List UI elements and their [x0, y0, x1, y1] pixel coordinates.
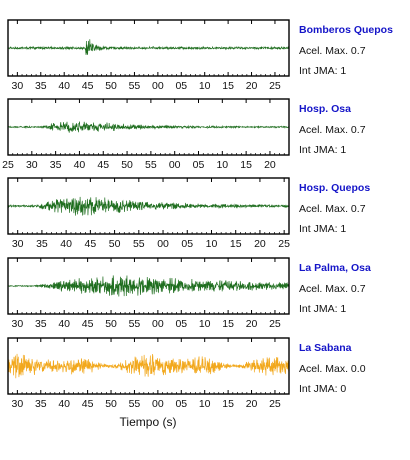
- x-tick-label: 15: [222, 318, 234, 330]
- station-acel-max: Acel. Max. 0.7: [299, 45, 366, 57]
- x-tick-label: 00: [157, 238, 169, 250]
- x-tick-label: 30: [12, 398, 24, 410]
- x-tick-label: 35: [36, 238, 48, 250]
- station-name: Bomberos Quepos: [299, 24, 393, 36]
- x-tick-label: 10: [199, 398, 211, 410]
- x-tick-label: 10: [216, 159, 228, 171]
- x-tick-label: 30: [12, 80, 24, 92]
- x-tick-label: 30: [12, 238, 24, 250]
- x-tick-label: 30: [26, 159, 38, 171]
- x-tick-label: 50: [121, 159, 133, 171]
- x-tick-label: 15: [222, 398, 234, 410]
- x-tick-label: 45: [85, 238, 97, 250]
- x-tick-label: 15: [222, 80, 234, 92]
- station-name: Hosp. Quepos: [299, 182, 370, 194]
- station-name: Hosp. Osa: [299, 103, 351, 115]
- waveform-trace: [7, 121, 290, 133]
- station-int-jma: Int JMA: 1: [299, 223, 346, 235]
- x-tick-label: 35: [35, 318, 47, 330]
- x-tick-label: 20: [254, 238, 266, 250]
- x-tick-label: 15: [240, 159, 252, 171]
- station-acel-max: Acel. Max. 0.7: [299, 203, 366, 215]
- x-tick-label: 20: [264, 159, 276, 171]
- x-tick-label: 00: [152, 318, 164, 330]
- x-tick-label: 45: [97, 159, 109, 171]
- x-tick-label: 50: [105, 80, 117, 92]
- x-tick-label: 55: [129, 80, 141, 92]
- x-tick-label: 45: [82, 398, 94, 410]
- x-tick-label: 50: [105, 398, 117, 410]
- x-tick-label: 00: [152, 398, 164, 410]
- x-tick-label: 55: [129, 398, 141, 410]
- x-tick-label: 05: [175, 398, 187, 410]
- station-name: La Palma, Osa: [299, 262, 371, 274]
- station-acel-max: Acel. Max. 0.0: [299, 363, 366, 375]
- waveform-trace: [7, 39, 290, 55]
- panel-3: 30 35 40 45 50 55 00 05 10 15 20 25 Hosp. Quepos Acel…: [7, 177, 370, 250]
- x-tick-label: 15: [230, 238, 242, 250]
- x-axis-label: Tiempo (s): [120, 415, 177, 429]
- x-tick-label: 20: [246, 398, 258, 410]
- x-tick-label: 45: [82, 318, 94, 330]
- x-tick-label: 10: [199, 318, 211, 330]
- x-tick-label: 30: [12, 318, 24, 330]
- x-tick-label: 55: [133, 238, 145, 250]
- x-tick-label: 45: [82, 80, 94, 92]
- x-tick-label: 50: [109, 238, 121, 250]
- x-tick-label: 05: [175, 318, 187, 330]
- station-name: La Sabana: [299, 342, 352, 354]
- x-tick-label: 10: [199, 80, 211, 92]
- x-tick-label: 25: [269, 80, 281, 92]
- x-tick-label: 50: [105, 318, 117, 330]
- x-tick-label: 05: [175, 80, 187, 92]
- x-tick-label: 40: [58, 318, 70, 330]
- x-tick-label: 00: [169, 159, 181, 171]
- x-tick-label: 35: [35, 398, 47, 410]
- x-tick-label: 00: [152, 80, 164, 92]
- waveform-trace: [7, 275, 290, 297]
- x-tick-label: 55: [145, 159, 157, 171]
- x-tick-label: 35: [35, 80, 47, 92]
- x-tick-label: 20: [246, 80, 258, 92]
- station-acel-max: Acel. Max. 0.7: [299, 124, 366, 136]
- x-tick-label: 40: [60, 238, 72, 250]
- x-tick-label: 40: [58, 80, 70, 92]
- station-int-jma: Int JMA: 1: [299, 144, 346, 156]
- x-tick-label: 25: [269, 398, 281, 410]
- station-int-jma: Int JMA: 1: [299, 303, 346, 315]
- x-tick-label: 25: [269, 318, 281, 330]
- x-tick-label: 40: [74, 159, 86, 171]
- seismogram-panels: 30 35 40 45 50 55 00 05 10 15 20 25 Bomberos Quepos A…: [2, 19, 393, 410]
- x-tick-label: 25: [2, 159, 14, 171]
- waveform-trace: [7, 196, 290, 216]
- x-tick-label: 55: [129, 318, 141, 330]
- panel-4: 30 35 40 45 50 55 00 05 10 15 20 25 La Palma, Osa Ace…: [7, 257, 371, 330]
- station-int-jma: Int JMA: 1: [299, 65, 346, 77]
- station-int-jma: Int JMA: 0: [299, 383, 346, 395]
- panel-frame: [7, 98, 290, 156]
- x-tick-label: 10: [206, 238, 218, 250]
- x-tick-label: 20: [246, 318, 258, 330]
- station-acel-max: Acel. Max. 0.7: [299, 283, 366, 295]
- x-tick-label: 35: [50, 159, 62, 171]
- x-tick-label: 05: [181, 238, 193, 250]
- panel-5: 30 35 40 45 50 55 00 05 10 15 20 25 La Sabana Acel. M…: [7, 337, 366, 410]
- panel-2: 25 30 35 40 45 50 55 00 05 10 15 20 Hosp. Osa Acel. M…: [2, 98, 366, 171]
- waveform-trace: [7, 353, 290, 379]
- x-tick-label: 25: [278, 238, 290, 250]
- panel-1: 30 35 40 45 50 55 00 05 10 15 20 25 Bomberos Quepos A…: [7, 19, 393, 92]
- x-tick-label: 05: [193, 159, 205, 171]
- x-tick-label: 40: [58, 398, 70, 410]
